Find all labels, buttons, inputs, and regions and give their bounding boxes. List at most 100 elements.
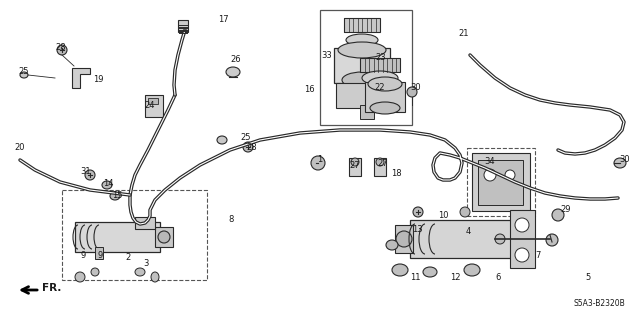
Bar — [344, 18, 380, 32]
Ellipse shape — [546, 234, 558, 246]
Text: 7: 7 — [535, 251, 540, 261]
Text: 3: 3 — [143, 258, 148, 268]
Bar — [395, 225, 413, 253]
Bar — [135, 217, 155, 229]
Text: 13: 13 — [412, 226, 422, 234]
Bar — [155, 227, 173, 247]
Text: 20: 20 — [14, 144, 24, 152]
Bar — [178, 20, 188, 32]
Text: 11: 11 — [410, 273, 420, 283]
Ellipse shape — [413, 207, 423, 217]
Ellipse shape — [85, 170, 95, 180]
Ellipse shape — [75, 272, 85, 282]
Text: 28: 28 — [55, 43, 66, 53]
Bar — [148, 98, 158, 104]
Ellipse shape — [515, 248, 529, 262]
Ellipse shape — [135, 268, 145, 276]
Ellipse shape — [102, 181, 112, 189]
Text: 30: 30 — [619, 155, 630, 165]
Ellipse shape — [226, 67, 240, 77]
Ellipse shape — [423, 267, 437, 277]
Bar — [320, 10, 412, 125]
Text: 6: 6 — [495, 273, 500, 283]
Ellipse shape — [20, 72, 28, 78]
Text: 33: 33 — [321, 50, 332, 60]
Ellipse shape — [376, 158, 384, 166]
Text: 12: 12 — [450, 273, 461, 283]
Bar — [467, 148, 535, 216]
Bar — [374, 158, 386, 176]
Text: 9: 9 — [97, 251, 102, 261]
Ellipse shape — [464, 264, 480, 276]
Ellipse shape — [614, 158, 626, 168]
Text: 5: 5 — [585, 273, 590, 283]
Ellipse shape — [460, 207, 470, 217]
Text: 8: 8 — [228, 216, 234, 225]
Bar — [360, 105, 374, 119]
Text: 15: 15 — [112, 190, 122, 199]
Ellipse shape — [552, 209, 564, 221]
Text: 9: 9 — [81, 250, 86, 259]
Text: 16: 16 — [304, 85, 315, 94]
Ellipse shape — [243, 142, 253, 152]
Bar — [510, 210, 535, 268]
Text: 24: 24 — [144, 100, 154, 109]
Ellipse shape — [495, 234, 505, 244]
Bar — [95, 247, 103, 259]
Ellipse shape — [217, 136, 227, 144]
Ellipse shape — [396, 231, 412, 247]
Text: 26: 26 — [230, 56, 241, 64]
Ellipse shape — [158, 231, 170, 243]
Bar — [472, 153, 530, 211]
Text: S5A3-B2320B: S5A3-B2320B — [573, 299, 625, 308]
Bar — [75, 222, 160, 252]
Bar — [410, 220, 515, 258]
Ellipse shape — [342, 72, 382, 88]
Text: FR.: FR. — [42, 283, 61, 293]
Text: 14: 14 — [103, 179, 113, 188]
Bar — [336, 83, 388, 108]
Text: 23: 23 — [375, 54, 386, 63]
Bar — [478, 160, 523, 205]
Ellipse shape — [386, 240, 398, 250]
Ellipse shape — [505, 170, 515, 180]
Bar — [349, 158, 361, 176]
Text: 18: 18 — [391, 168, 402, 177]
Bar — [365, 82, 405, 112]
Ellipse shape — [407, 87, 417, 97]
Bar — [62, 190, 207, 280]
Text: 30: 30 — [410, 84, 420, 93]
Text: 17: 17 — [218, 16, 228, 25]
Text: 25: 25 — [18, 68, 29, 77]
Ellipse shape — [392, 264, 408, 276]
Text: 29: 29 — [560, 205, 570, 214]
Ellipse shape — [311, 156, 325, 170]
Text: 2: 2 — [125, 254, 131, 263]
Ellipse shape — [57, 45, 67, 55]
Bar — [145, 95, 163, 117]
Text: 4: 4 — [466, 226, 471, 235]
Ellipse shape — [484, 169, 496, 181]
Text: 31: 31 — [80, 167, 91, 176]
Text: 27: 27 — [377, 159, 388, 167]
Ellipse shape — [338, 42, 386, 58]
Ellipse shape — [110, 192, 120, 200]
Ellipse shape — [346, 34, 378, 46]
Text: 10: 10 — [438, 211, 449, 220]
Ellipse shape — [515, 218, 529, 232]
Text: 22: 22 — [374, 84, 385, 93]
Text: 21: 21 — [458, 28, 468, 38]
Text: 27: 27 — [349, 160, 360, 169]
Ellipse shape — [362, 71, 398, 85]
Text: 25: 25 — [240, 133, 250, 143]
Bar — [360, 58, 400, 72]
Ellipse shape — [370, 102, 400, 114]
Text: 34: 34 — [484, 158, 495, 167]
Ellipse shape — [151, 272, 159, 282]
Ellipse shape — [368, 77, 402, 91]
Bar — [334, 48, 390, 83]
Ellipse shape — [351, 158, 359, 166]
Text: 28: 28 — [246, 144, 257, 152]
Ellipse shape — [91, 268, 99, 276]
Polygon shape — [72, 68, 90, 88]
